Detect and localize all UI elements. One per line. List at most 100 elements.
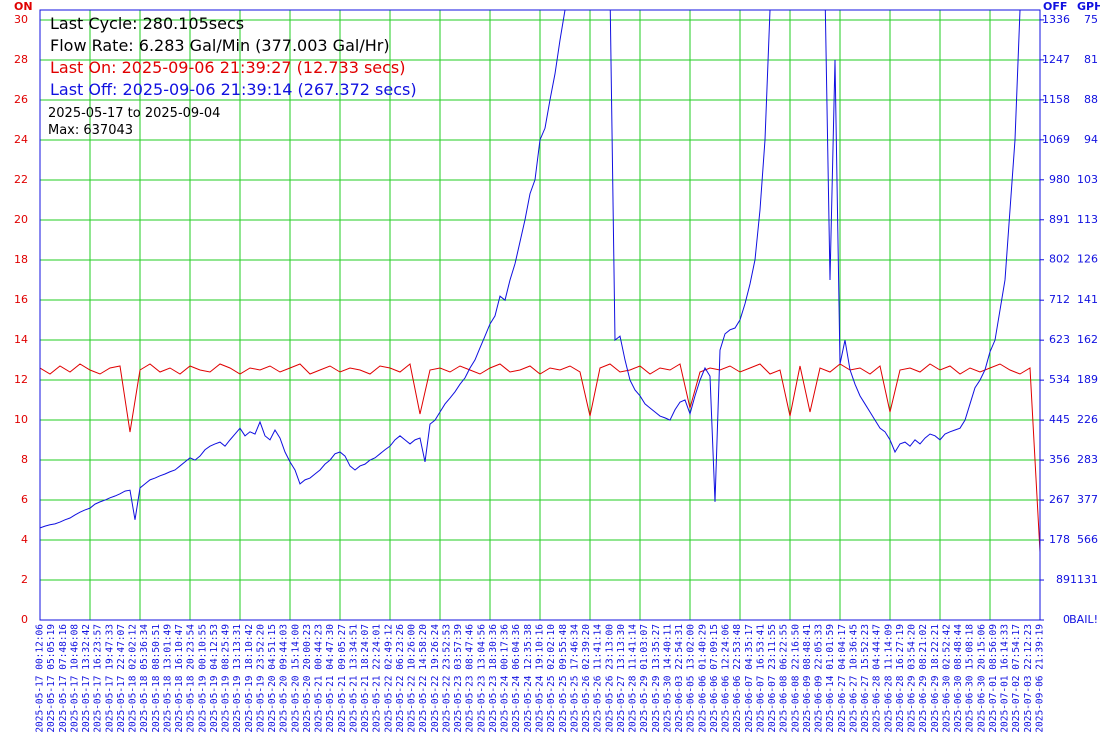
x-tick-label: 2025-07-02 07:54:17 <box>1011 624 1022 733</box>
labels: 0246810121416182022242628300891782673564… <box>14 0 1100 733</box>
x-tick-label: 2025-06-06 07:09:15 <box>709 624 720 733</box>
x-tick-label: 2025-06-09 22:05:33 <box>814 624 825 733</box>
x-tick-label: 2025-05-23 08:47:46 <box>465 624 476 733</box>
x-tick-label: 2025-06-08 22:16:50 <box>790 624 801 733</box>
x-tick-label: 2025-05-29 13:35:27 <box>651 624 662 733</box>
x-tick-label: 2025-05-24 06:04:36 <box>511 624 522 733</box>
x-tick-label: 2025-05-17 05:05:19 <box>46 624 57 733</box>
y3-tick-label: 126 <box>1077 253 1098 266</box>
x-tick-label: 2025-05-17 22:47:07 <box>116 624 127 733</box>
y3-tick-label: 566 <box>1077 533 1098 546</box>
y-tick-label: 16 <box>14 293 28 306</box>
y2-tick-label: 802 <box>1049 253 1070 266</box>
x-tick-label: 2025-06-30 15:08:18 <box>965 624 976 733</box>
y3-tick-label: 377 <box>1077 493 1098 506</box>
x-tick-label: 2025-05-25 17:46:34 <box>569 624 580 733</box>
x-tick-label: 2025-06-07 16:53:41 <box>755 624 766 733</box>
y2-tick-label: 712 <box>1049 293 1070 306</box>
lines <box>40 10 1040 553</box>
grid <box>40 10 1040 621</box>
x-tick-label: 2025-06-08 06:22:55 <box>779 624 790 733</box>
y-tick-label: 0 <box>21 613 28 626</box>
y-tick-label: 28 <box>14 53 28 66</box>
x-tick-label: 2025-05-19 08:25:49 <box>221 624 232 733</box>
x-tick-label: 2025-05-21 13:34:51 <box>348 624 359 733</box>
y-tick-label: 8 <box>21 453 28 466</box>
x-tick-label: 2025-06-06 01:40:29 <box>697 624 708 733</box>
x-tick-label: 2025-05-26 11:41:14 <box>593 624 604 733</box>
x-tick-label: 2025-05-18 16:10:47 <box>174 624 185 733</box>
x-tick-label: 2025-05-19 04:12:53 <box>209 624 220 733</box>
series-line <box>40 10 1021 529</box>
note: Max: 637043 <box>48 123 133 138</box>
y-tick-label: 14 <box>14 333 28 346</box>
x-tick-label: 2025-06-03 22:54:31 <box>674 624 685 733</box>
x-tick-label: 2025-05-23 18:30:36 <box>488 624 499 733</box>
y2-tick-label: 623 <box>1049 333 1070 346</box>
y3-tick-label: 162 <box>1077 333 1098 346</box>
x-tick-label: 2025-05-26 23:13:00 <box>604 624 615 733</box>
y2-tick-label: 1247 <box>1042 53 1070 66</box>
annotation: Last On: 2025-09-06 21:39:27 (12.733 sec… <box>50 58 406 77</box>
y2-axis-title: OFF <box>1043 0 1067 13</box>
x-tick-label: 2025-05-22 02:49:12 <box>383 624 394 733</box>
y-tick-label: 24 <box>14 133 28 146</box>
y-tick-label: 12 <box>14 373 28 386</box>
annotation: Flow Rate: 6.283 Gal/Min (377.003 Gal/Hr… <box>50 36 390 55</box>
y3-tick-label: 141 <box>1077 293 1098 306</box>
x-tick-label: 2025-05-23 13:04:56 <box>476 624 487 733</box>
y-tick-label: 10 <box>14 413 28 426</box>
y2-tick-label: 445 <box>1049 413 1070 426</box>
x-tick-label: 2025-07-01 16:14:33 <box>1000 624 1011 733</box>
x-tick-label: 2025-05-17 16:23:57 <box>93 624 104 733</box>
x-tick-label: 2025-06-14 01:01:59 <box>825 624 836 733</box>
x-tick-label: 2025-05-24 00:17:36 <box>500 624 511 733</box>
y2-tick-label: 178 <box>1049 533 1070 546</box>
x-tick-label: 2025-05-22 10:26:00 <box>407 624 418 733</box>
x-tick-label: 2025-05-21 22:24:01 <box>372 624 383 733</box>
x-tick-label: 2025-05-29 01:03:07 <box>639 624 650 733</box>
x-tick-label: 2025-09-06 21:39:19 <box>1035 624 1046 733</box>
x-tick-label: 2025-05-18 08:50:51 <box>151 624 162 733</box>
x-tick-label: 2025-05-17 13:32:42 <box>81 624 92 733</box>
x-tick-label: 2025-05-21 04:47:30 <box>325 624 336 733</box>
y-tick-label: 20 <box>14 213 28 226</box>
y3-tick-label: 189 <box>1077 373 1098 386</box>
y3-tick-label: 103 <box>1077 173 1098 186</box>
x-tick-label: 2025-06-06 22:53:48 <box>732 624 743 733</box>
x-tick-label: 2025-05-22 14:58:20 <box>418 624 429 733</box>
x-tick-label: 2025-06-30 20:15:06 <box>976 624 987 733</box>
y3-tick-label: 113 <box>1077 213 1098 226</box>
x-tick-label: 2025-05-18 20:23:54 <box>186 624 197 733</box>
y2-tick-label: 1158 <box>1042 93 1070 106</box>
y2-tick-label: 356 <box>1049 453 1070 466</box>
x-tick-label: 2025-05-20 20:00:23 <box>302 624 313 733</box>
y3-tick-label: 283 <box>1077 453 1098 466</box>
x-tick-label: 2025-05-19 18:10:42 <box>244 624 255 733</box>
x-tick-label: 2025-05-23 03:57:39 <box>453 624 464 733</box>
x-tick-label: 2025-05-18 05:36:34 <box>139 624 150 733</box>
y2-tick-label: 980 <box>1049 173 1070 186</box>
y3-tick-label: 75 <box>1084 13 1098 26</box>
x-tick-label: 2025-05-21 09:05:27 <box>337 624 348 733</box>
x-tick-label: 2025-05-24 12:35:38 <box>523 624 534 733</box>
x-tick-label: 2025-06-27 15:52:23 <box>860 624 871 733</box>
y-tick-label: 22 <box>14 173 28 186</box>
y2-tick-label: 891 <box>1049 213 1070 226</box>
x-tick-label: 2025-05-30 14:40:11 <box>662 624 673 733</box>
y3-tick-label: 1131 <box>1070 573 1098 586</box>
x-tick-label: 2025-05-19 00:10:55 <box>197 624 208 733</box>
x-tick-label: 2025-05-18 13:01:49 <box>162 624 173 733</box>
x-tick-label: 2025-06-27 10:36:45 <box>848 624 859 733</box>
y3-tick-label: BAIL! <box>1069 613 1098 626</box>
x-tick-label: 2025-06-30 08:48:44 <box>953 624 964 733</box>
y3-tick-label: 94 <box>1084 133 1098 146</box>
x-tick-label: 2025-05-22 19:26:24 <box>430 624 441 733</box>
x-tick-label: 2025-05-25 09:55:48 <box>558 624 569 733</box>
x-tick-label: 2025-06-05 13:02:00 <box>686 624 697 733</box>
x-tick-label: 2025-05-25 02:02:10 <box>546 624 557 733</box>
x-tick-label: 2025-05-22 06:23:26 <box>395 624 406 733</box>
x-tick-label: 2025-05-21 00:44:23 <box>314 624 325 733</box>
